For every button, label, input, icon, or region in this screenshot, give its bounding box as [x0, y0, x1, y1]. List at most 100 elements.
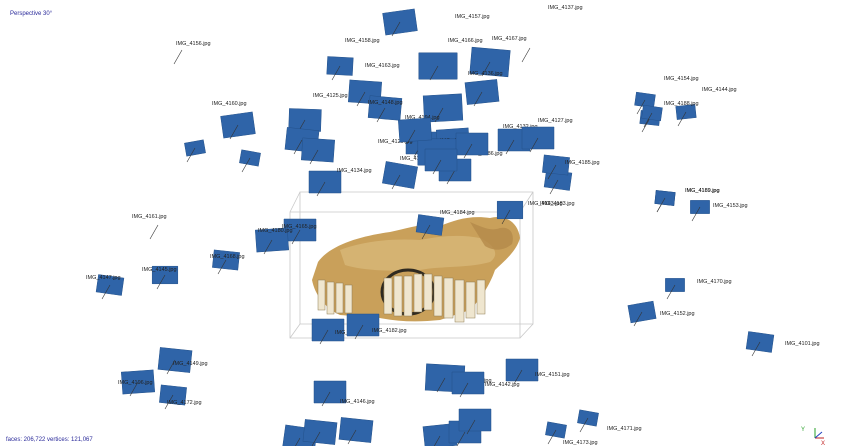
camera-frustum[interactable]: IMG_4183.jpg	[496, 200, 563, 225]
camera-label: IMG_4152.jpg	[660, 311, 695, 317]
camera-frustum[interactable]: IMG_4134.jpg	[308, 168, 372, 197]
camera-frustum[interactable]: IMG_4101.jpg	[745, 331, 820, 357]
camera-ray	[433, 435, 441, 446]
camera-ray	[295, 437, 301, 446]
camera-ray	[641, 117, 651, 133]
camera-frustum-unlabeled[interactable]	[302, 419, 338, 446]
camera-frustum[interactable]: IMG_4127.jpg	[521, 118, 573, 153]
camera-frustum[interactable]: IMG_4147.jpg	[86, 274, 125, 300]
camera-frustum[interactable]: IMG_4182.jpg	[346, 313, 407, 340]
camera-frustum[interactable]: IMG_4166.jpg	[418, 38, 483, 81]
camera-frustum[interactable]: IMG_4136.jpg	[464, 71, 503, 107]
camera-frustum-unlabeled[interactable]	[458, 408, 492, 435]
camera-label: IMG_4144.jpg	[702, 87, 737, 93]
camera-frustum[interactable]: IMG_4152.jpg	[627, 300, 695, 327]
camera-ray	[473, 91, 483, 107]
camera-frustum[interactable]: IMG_4184.jpg	[415, 210, 475, 240]
camera-frustum[interactable]: IMG_4170.jpg	[665, 278, 732, 300]
camera-frustum[interactable]: IMG_4180.jpg	[255, 227, 293, 255]
camera-frustum[interactable]: IMG_4168.jpg	[210, 249, 245, 275]
camera-ray	[505, 139, 515, 155]
camera-frustum-unlabeled[interactable]	[424, 148, 458, 175]
camera-ray	[677, 111, 687, 127]
camera-label: IMG_4101.jpg	[785, 341, 820, 347]
camera-frustum[interactable]: IMG_4158.jpg	[326, 38, 380, 81]
camera-frustum[interactable]: IMG_4151.jpg	[505, 358, 570, 385]
camera-frustum[interactable]: IMG_4146.jpg	[313, 380, 375, 407]
camera-ray	[429, 65, 439, 81]
camera-ray	[547, 164, 557, 180]
camera-frustum[interactable]: IMG_4188.jpg	[664, 101, 699, 127]
camera-label: IMG_4134.jpg	[337, 168, 372, 174]
camera-frustum[interactable]: IMG_4148.jpg	[367, 95, 403, 123]
projection-label: Perspective 30°	[10, 11, 53, 17]
camera-frustum[interactable]: IMG_4171.jpg	[577, 409, 642, 433]
camera-ray	[309, 149, 319, 165]
camera-ray	[656, 197, 666, 213]
camera-frustum[interactable]: IMG_4172.jpg	[159, 384, 202, 410]
camera-label: IMG_4147.jpg	[86, 275, 121, 281]
camera-ray	[263, 239, 273, 255]
camera-frustum-unlabeled[interactable]	[301, 137, 335, 165]
camera-frustum[interactable]: IMG_4157.jpg	[382, 8, 490, 37]
camera-frustum[interactable]: IMG_4149.jpg	[157, 347, 208, 375]
axis-gizmo: Y X	[801, 427, 825, 446]
camera-frustum-unlabeled[interactable]	[398, 117, 432, 145]
camera-frustum[interactable]: IMG_4173.jpg	[545, 421, 598, 446]
camera-frustum-unlabeled[interactable]	[422, 423, 458, 446]
camera-ray	[321, 391, 331, 407]
axis-x-label: X	[821, 441, 825, 446]
camera-frustum[interactable]: IMG_4153.jpg	[690, 200, 748, 222]
camera-frustum-unlabeled[interactable]	[455, 132, 489, 159]
camera-ray	[466, 419, 476, 435]
camera-frustum[interactable]: IMG_4130.jpg	[382, 156, 435, 190]
camera-ray	[347, 429, 357, 445]
camera-label: IMG_4169.jpg	[685, 188, 720, 194]
camera-frustum[interactable]: IMG_4196.jpg	[118, 369, 155, 397]
camera-frustum[interactable]: IMG_4167.jpg	[469, 36, 527, 78]
camera-ray	[456, 431, 466, 446]
reconstructed-mesh[interactable]	[312, 216, 520, 323]
camera-layer[interactable]: IMG_4157.jpg IMG_4158.jpg IMG_4166.jpg IMG_…	[86, 5, 820, 446]
camera-frustum[interactable]: IMG_4145.jpg	[142, 265, 179, 290]
camera-label: IMG_4127.jpg	[538, 118, 573, 124]
camera-frustum[interactable]: IMG_4154.jpg	[634, 76, 699, 115]
camera-frustum-unlabeled[interactable]	[184, 139, 206, 163]
camera-ray	[549, 179, 559, 195]
camera-ray	[751, 341, 761, 357]
camera-frustum-unlabeled[interactable]	[641, 104, 663, 128]
camera-label: IMG_4145.jpg	[142, 267, 177, 273]
camera-ray	[421, 224, 431, 240]
camera-label: IMG_4182.jpg	[372, 328, 407, 334]
camera-label: IMG_4183.jpg	[528, 201, 563, 207]
camera-frustum[interactable]: IMG_4125.jpg	[288, 93, 348, 135]
camera-ray	[432, 159, 442, 175]
camera-frustum[interactable]: IMG_4160.jpg	[212, 101, 256, 140]
camera-ray	[459, 382, 469, 398]
camera-label: IMG_4185.jpg	[565, 160, 600, 166]
camera-frustum[interactable]: IMG_4185.jpg	[542, 154, 600, 180]
camera-label: IMG_4153.jpg	[713, 203, 748, 209]
camera-ray	[643, 112, 653, 128]
camera-frustum-unlabeled[interactable]	[239, 149, 261, 173]
camera-ray	[293, 139, 303, 155]
camera-frustum[interactable]: IMG_4194.jpg	[405, 93, 464, 123]
camera-ray	[391, 21, 401, 37]
camera-label: IMG_4170.jpg	[697, 279, 732, 285]
camera-frustum[interactable]: IMG_4161.jpg	[132, 214, 167, 240]
camera-ray	[164, 394, 174, 410]
camera-frustum[interactable]: IMG_4137.jpg	[521, 5, 583, 63]
camera-frustum[interactable]: IMG_4142.jpg	[451, 371, 520, 398]
camera-label: IMG_4137.jpg	[548, 5, 583, 11]
camera-ray	[149, 224, 159, 240]
camera-frustum-unlabeled[interactable]	[338, 417, 374, 445]
camera-ray	[446, 169, 456, 185]
camera-frustum[interactable]: IMG_4156.jpg	[173, 41, 211, 65]
camera-label: IMG_4161.jpg	[132, 214, 167, 220]
camera-frustum[interactable]: IMG_4169.jpg	[654, 188, 720, 213]
camera-label: IMG_4184.jpg	[440, 210, 475, 216]
camera-ray	[521, 47, 531, 63]
camera-label: IMG_4158.jpg	[345, 38, 380, 44]
